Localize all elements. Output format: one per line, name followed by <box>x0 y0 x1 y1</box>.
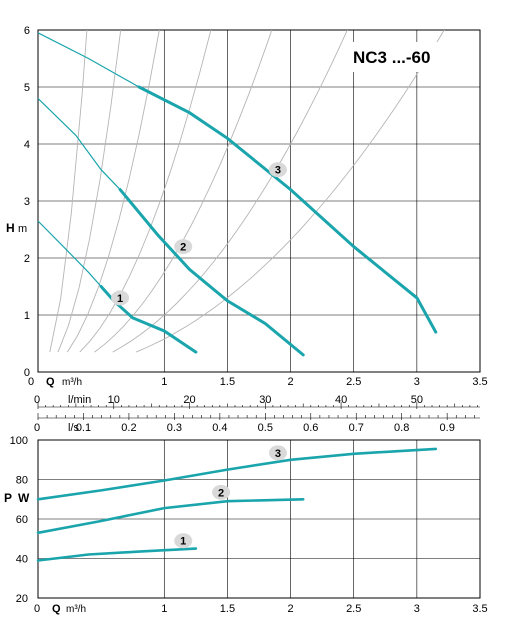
power-curve-label-2: 2 <box>218 487 224 499</box>
pw-tick-label: 20 <box>16 593 28 605</box>
lmin-zero-label: 0 <box>34 394 40 406</box>
power-curve-marker-2 <box>212 484 231 500</box>
system-curve <box>135 29 445 353</box>
bottom-q-label: Q <box>52 603 61 615</box>
head-curve-marker-2 <box>174 239 193 255</box>
h-tick-label: 1 <box>24 310 30 322</box>
head-curve-labels: 1 2 3 <box>111 162 287 306</box>
h-tick-label: 2 <box>24 253 30 265</box>
power-curve-labels: 1 2 3 <box>174 445 287 549</box>
head-curve-label-2: 2 <box>180 242 186 254</box>
bottom-q-tick-labels: 1 1.5 2 2.5 3 3.5 <box>161 603 487 615</box>
system-curve <box>94 29 273 353</box>
ls-tick-label: 0.4 <box>212 422 227 434</box>
bottom-zero-label: 0 <box>34 603 40 615</box>
q-axis-unit: m³/h <box>62 377 82 388</box>
ls-tick-label: 0.9 <box>440 422 455 434</box>
q-tick-label: 3.5 <box>472 376 487 388</box>
head-curve-3 <box>137 85 438 334</box>
pw-axis-label: P <box>4 491 12 505</box>
power-tick-labels: 20 40 60 80 100 <box>10 435 28 605</box>
head-curve-3-extension <box>37 32 140 88</box>
ls-zero-label: 0 <box>34 422 40 434</box>
bottom-q-tick-label: 1 <box>161 603 167 615</box>
lmin-tick-label: 50 <box>411 394 423 406</box>
pw-tick-label: 100 <box>10 435 28 447</box>
q-axis-label: Q <box>46 376 55 388</box>
bottom-q-tick-label: 3 <box>414 603 420 615</box>
system-curve <box>79 29 212 353</box>
pw-axis-unit: W <box>18 491 30 505</box>
h-tick-label: 0 <box>24 367 30 379</box>
pw-tick-label: 80 <box>16 475 28 487</box>
head-curves <box>37 32 438 357</box>
head-curve-1 <box>99 285 198 354</box>
lmin-tick-label: 20 <box>183 394 195 406</box>
lmin-axis-label: l/min <box>68 394 91 406</box>
ls-tick-label: 0.6 <box>303 422 318 434</box>
lmin-tick-label: 40 <box>335 394 347 406</box>
head-curve-marker-3 <box>268 162 287 178</box>
h-axis-unit: m <box>18 223 27 235</box>
power-curve-3 <box>36 447 438 501</box>
title-box <box>345 42 467 72</box>
power-curve-marker-3 <box>268 445 287 461</box>
lmin-tick-label: 30 <box>259 394 271 406</box>
ls-tick-label: 0.3 <box>167 422 182 434</box>
q-tick-label: 3 <box>414 376 420 388</box>
ls-tick-label: 0.5 <box>258 422 273 434</box>
system-curve <box>57 29 122 353</box>
power-curve-2 <box>36 498 305 535</box>
power-curves <box>36 447 438 562</box>
h-tick-label: 4 <box>24 139 30 151</box>
head-curve-marker-1 <box>111 290 130 306</box>
chart-title: NC3 ...-60 <box>353 48 430 67</box>
h-tick-label: 5 <box>24 82 30 94</box>
bottom-q-tick-label: 3.5 <box>472 603 487 615</box>
pw-tick-label: 60 <box>16 514 28 526</box>
head-curve-2-extension <box>37 97 121 191</box>
ls-tick-label: 0.1 <box>76 422 91 434</box>
q-tick-label: 1 <box>161 376 167 388</box>
head-curve-label-3: 3 <box>275 165 281 177</box>
ls-tick-label: 0.2 <box>121 422 136 434</box>
h-axis-label: H <box>6 221 15 235</box>
head-curve-1-extension <box>37 220 102 287</box>
bottom-q-tick-label: 2.5 <box>346 603 361 615</box>
q-tick-labels: 1 1.5 2 2.5 3 3.5 <box>161 376 487 388</box>
power-curve-1 <box>36 547 198 562</box>
lmin-axis: 10 20 30 40 50 <box>37 394 478 409</box>
ls-tick-label: 0.8 <box>394 422 409 434</box>
q-tick-label: 2 <box>288 376 294 388</box>
power-curve-label-1: 1 <box>180 536 186 548</box>
h-tick-label: 3 <box>24 196 30 208</box>
power-curve-marker-1 <box>174 533 193 549</box>
system-curve <box>66 29 160 353</box>
bottom-q-unit: m³/h <box>66 604 86 615</box>
system-curves <box>49 29 445 353</box>
head-tick-labels: 0 1 2 3 4 5 6 <box>24 25 30 379</box>
system-curve <box>49 29 88 353</box>
ls-tick-label: 0.7 <box>349 422 364 434</box>
head-grid <box>38 30 480 372</box>
power-curve-label-3: 3 <box>275 448 281 460</box>
bottom-q-tick-label: 2 <box>288 603 294 615</box>
q-tick-label: 2.5 <box>346 376 361 388</box>
ls-axis: 0.1 0.2 0.3 0.4 0.5 0.6 0.7 0.8 0.9 <box>37 413 475 434</box>
q-zero-label: 0 <box>28 376 34 388</box>
bottom-q-tick-label: 1.5 <box>220 603 235 615</box>
h-tick-label: 6 <box>24 25 30 37</box>
lmin-tick-label: 10 <box>108 394 120 406</box>
pw-tick-label: 40 <box>16 554 28 566</box>
head-curve-label-1: 1 <box>117 293 123 305</box>
q-tick-label: 1.5 <box>220 376 235 388</box>
ls-axis-label: l/s <box>68 422 80 434</box>
head-curve-2 <box>118 188 305 357</box>
